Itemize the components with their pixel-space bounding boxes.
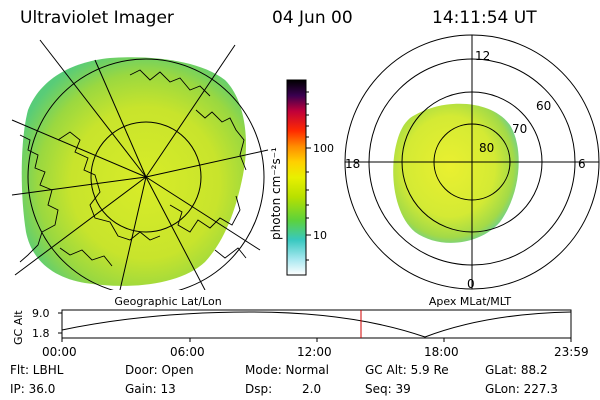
- mlt-label-18: 18: [345, 157, 360, 171]
- dsp-value: 2.0: [302, 382, 322, 396]
- coastlines: [19, 69, 247, 267]
- glon-status: GLon: 227.3: [485, 382, 558, 396]
- latitude-circle-70: [27, 58, 265, 290]
- altitude-ylabel: GC Alt: [12, 310, 25, 345]
- observation-date: 04 Jun 00: [272, 8, 353, 28]
- altitude-ytick-min: 1.8: [32, 327, 50, 340]
- latitude-circle-80: [90, 121, 202, 233]
- aurora-image-magnetic: [393, 103, 519, 243]
- time-tick-2359: 23:59: [554, 345, 589, 359]
- mlt-label-12: 12: [475, 49, 490, 63]
- time-tick-1200: 12:00: [297, 345, 332, 359]
- altitude-plot-frame: [61, 309, 572, 339]
- colorbar-scale: [286, 79, 307, 276]
- instrument-title: Ultraviolet Imager: [20, 8, 174, 28]
- dsp-label: Dsp:: [245, 382, 273, 396]
- mlat-label-60: 60: [536, 99, 551, 113]
- altitude-plot: GC Alt 9.0 1.8 00:00 06:00 12:00 18:00 2…: [12, 307, 589, 359]
- gain-status: Gain: 13: [125, 382, 176, 396]
- colorbar-tick-100: 100: [313, 142, 334, 155]
- filter-status: Flt: LBHL: [10, 363, 64, 377]
- colorbar-tick-10: 10: [313, 229, 327, 242]
- glat-status: GLat: 88.2: [485, 363, 548, 377]
- mlat-label-70: 70: [512, 122, 527, 136]
- meridian-lines: [11, 39, 269, 290]
- mode-status: Mode: Normal: [245, 363, 329, 377]
- observation-time: 14:11:54 UT: [432, 8, 537, 28]
- altitude-curve: [61, 311, 572, 338]
- magnetic-polar-panel: 12 18 6 0 60 70 80: [344, 34, 600, 291]
- ip-status: IP: 36.0: [10, 382, 56, 396]
- geographic-image-panel: [11, 39, 269, 290]
- time-tick-1800: 18:00: [424, 345, 459, 359]
- left-panel-caption: Geographic Lat/Lon: [114, 295, 221, 308]
- gc-alt-status: GC Alt: 5.9 Re: [365, 363, 449, 377]
- time-tick-0000: 00:00: [42, 345, 77, 359]
- time-tick-0600: 06:00: [170, 345, 205, 359]
- mlt-label-6: 6: [578, 157, 586, 171]
- mlt-label-0: 0: [467, 277, 475, 291]
- right-panel-caption: Apex MLat/MLT: [429, 295, 512, 308]
- mlat-label-80: 80: [479, 141, 494, 155]
- altitude-ytick-max: 9.0: [32, 307, 50, 320]
- door-status: Door: Open: [125, 363, 194, 377]
- colorbar-unit-label: photon cm⁻²s⁻¹: [269, 147, 283, 240]
- seq-status: Seq: 39: [365, 382, 411, 396]
- colorbar: 100 10 photon cm⁻²s⁻¹: [269, 79, 334, 276]
